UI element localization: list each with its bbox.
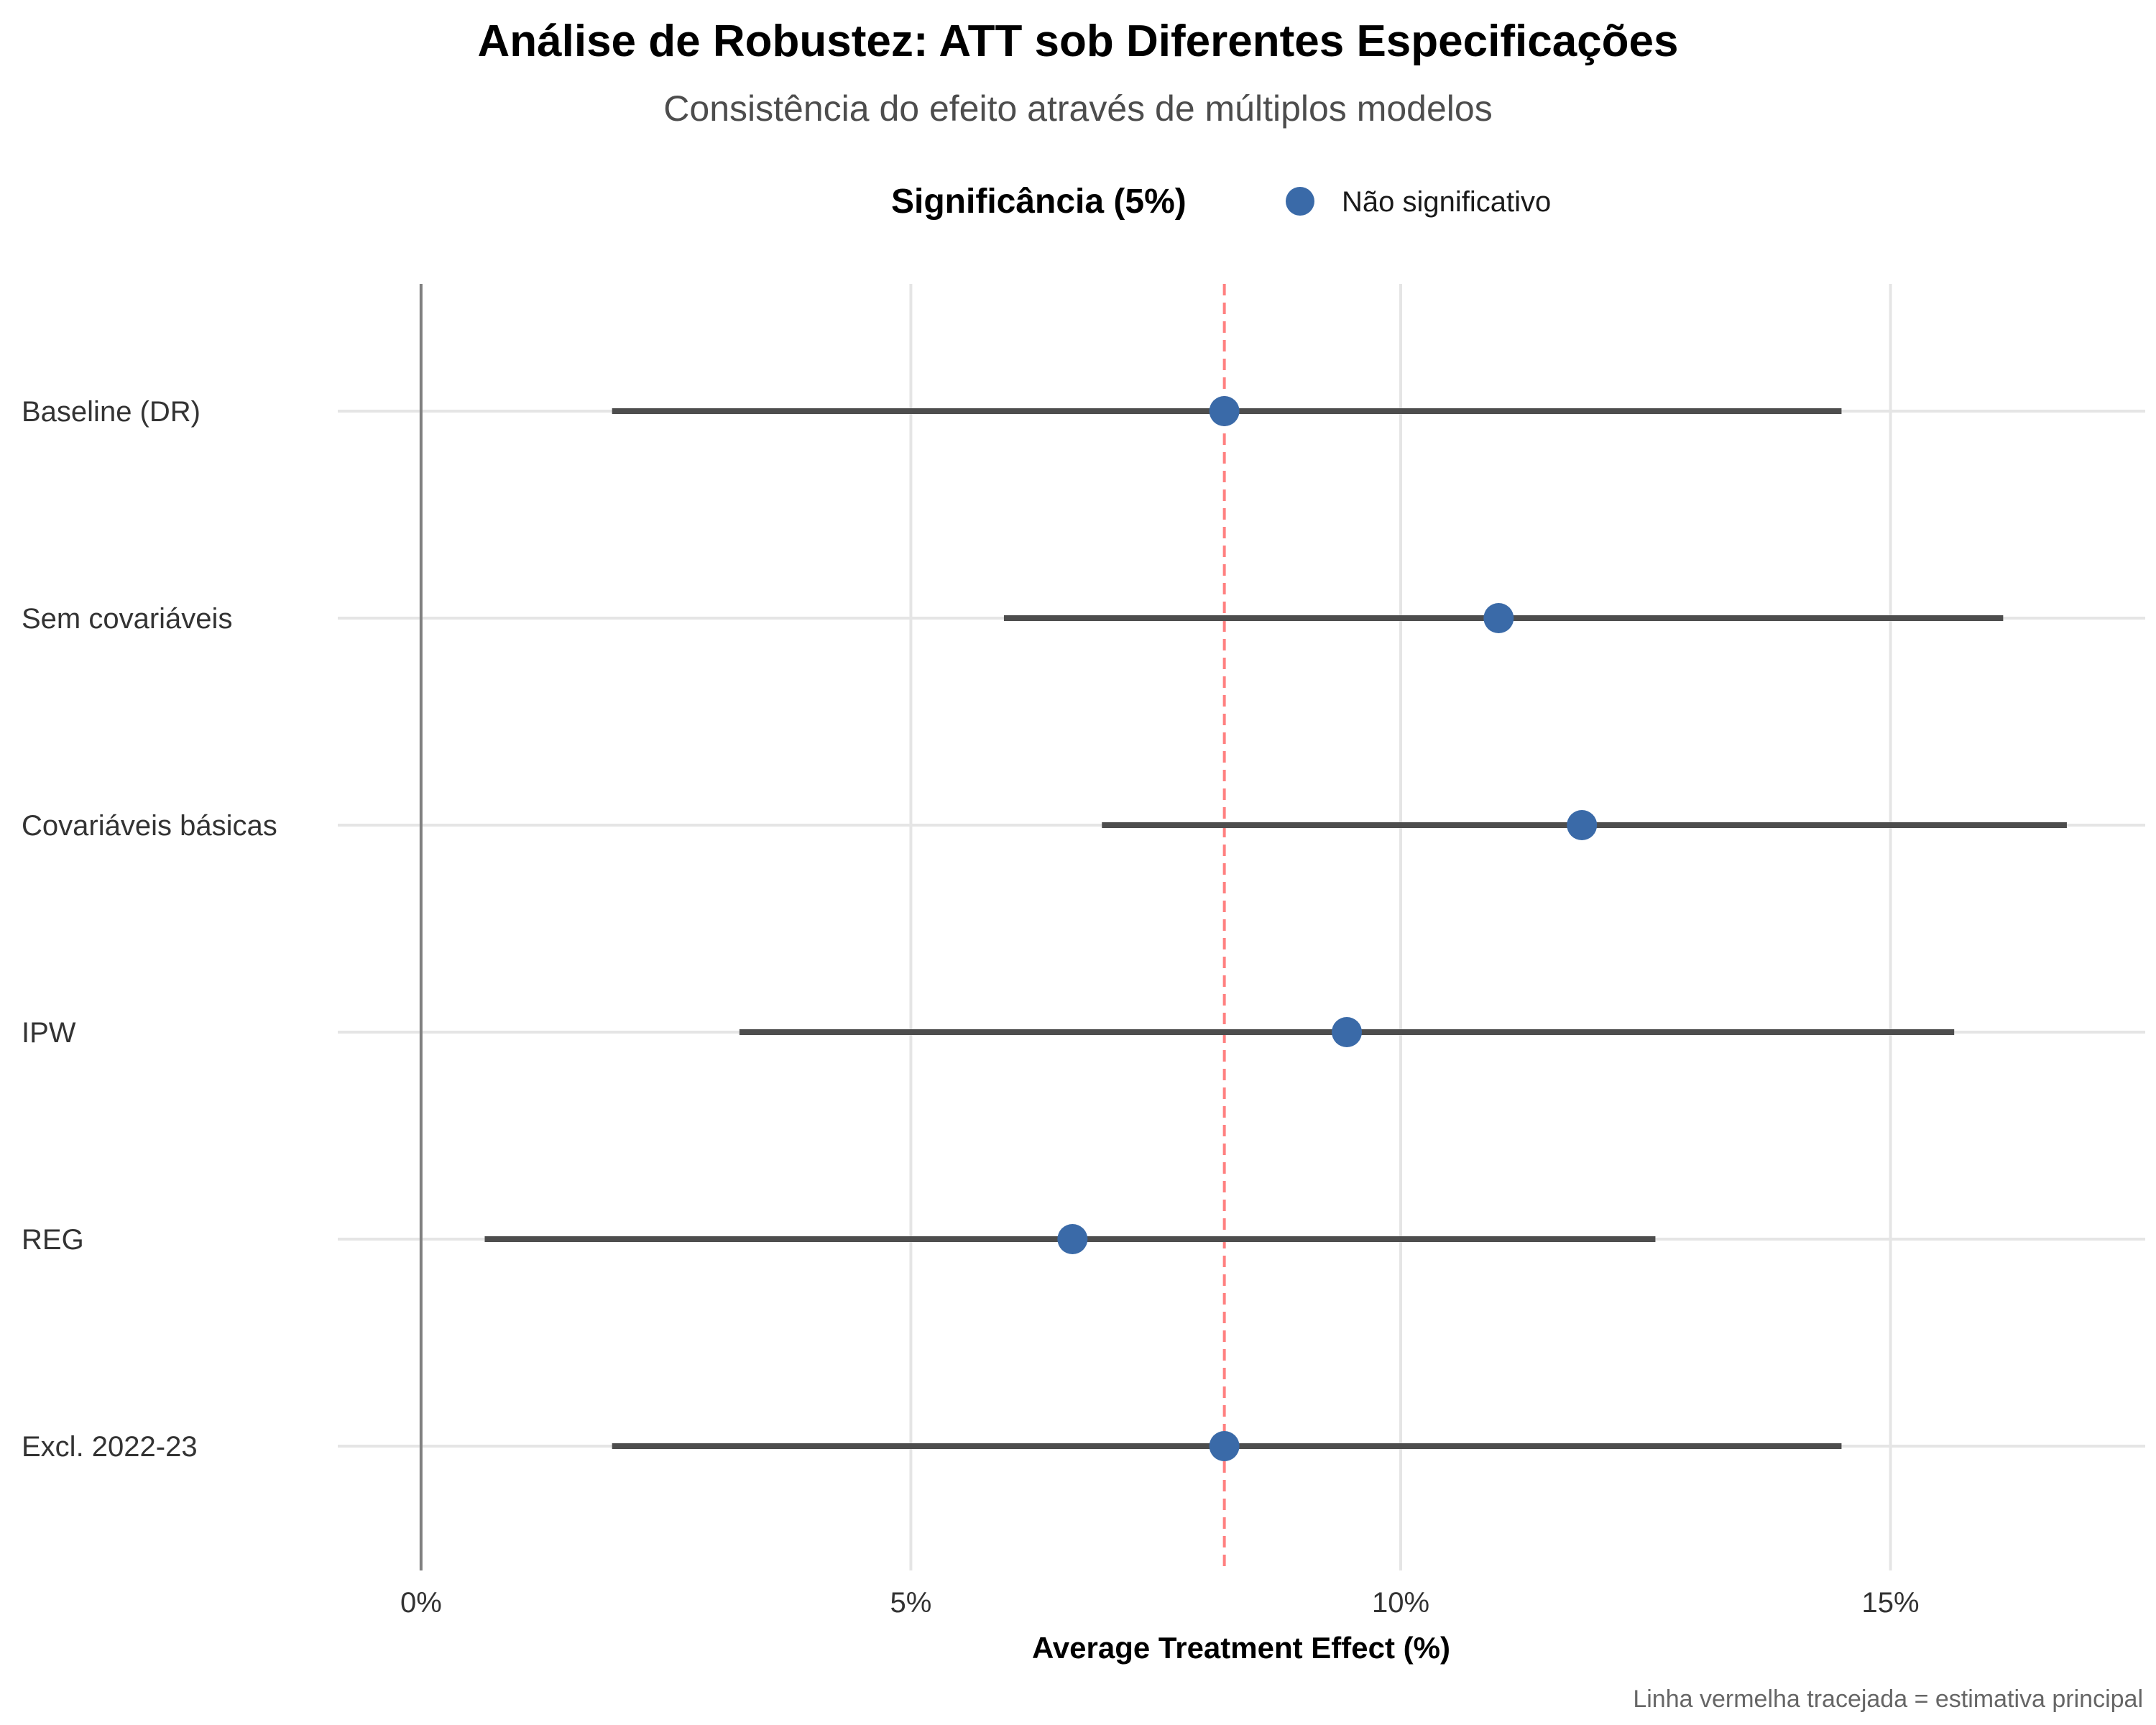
chart-subtitle: Consistência do efeito através de múltip… — [663, 88, 1492, 129]
point-estimate-reg — [1057, 1224, 1088, 1254]
y-tick-label-ipw: IPW — [22, 1017, 76, 1049]
point-estimate-baseline-dr — [1209, 396, 1240, 426]
y-tick-label-covariaveis-basicas: Covariáveis básicas — [22, 810, 277, 842]
legend-marker-nao-significativo — [1286, 187, 1314, 216]
y-tick-label-sem-covariaveis: Sem covariáveis — [22, 603, 232, 635]
confidence-intervals — [484, 408, 2067, 1449]
legend: Significância (5%) Não significativo — [891, 183, 1551, 221]
point-estimate-covariaveis-basicas — [1567, 810, 1598, 840]
x-tick-label: 5% — [890, 1587, 932, 1619]
y-tick-label-reg: REG — [22, 1224, 84, 1256]
reference-lines — [419, 284, 1226, 1570]
chart-title: Análise de Robustez: ATT sob Diferentes … — [477, 17, 1678, 66]
gridlines — [338, 284, 2145, 1570]
point-estimate-sem-covariaveis — [1483, 603, 1514, 633]
y-tick-label-baseline-dr: Baseline (DR) — [22, 396, 201, 428]
x-axis-label: Average Treatment Effect (%) — [1032, 1631, 1450, 1665]
x-tick-label: 0% — [400, 1587, 442, 1619]
x-axis-tick-labels: 0% 5% 10% 15% — [400, 1587, 1920, 1619]
y-axis-tick-labels: Baseline (DR) Sem covariáveis Covariáveis … — [22, 396, 277, 1463]
point-estimate-excl-2022-23 — [1209, 1431, 1240, 1461]
point-estimates — [1057, 396, 1598, 1461]
legend-title: Significância (5%) — [891, 183, 1187, 221]
legend-label-nao-significativo: Não significativo — [1342, 186, 1551, 218]
x-tick-label: 10% — [1372, 1587, 1429, 1619]
chart-caption: Linha vermelha tracejada = estimativa pr… — [1633, 1685, 2143, 1713]
point-estimate-ipw — [1332, 1017, 1363, 1047]
x-tick-label: 15% — [1862, 1587, 1920, 1619]
y-tick-label-excl-2022-23: Excl. 2022-23 — [22, 1431, 198, 1463]
